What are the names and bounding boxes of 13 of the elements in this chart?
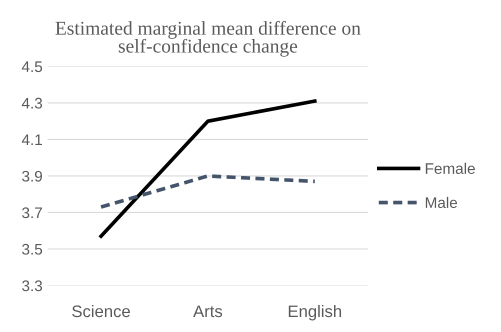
x-tick-label: English bbox=[288, 304, 342, 320]
y-tick-label: 4.1 bbox=[22, 134, 42, 145]
y-tick-label: 3.3 bbox=[22, 280, 42, 292]
x-tick-label: Arts bbox=[193, 306, 222, 318]
y-tick-label: 3.7 bbox=[22, 207, 42, 218]
y-tick-label: 4.5 bbox=[22, 61, 42, 72]
legend-label: Male bbox=[426, 196, 458, 208]
y-tick-label: 3.9 bbox=[22, 170, 42, 182]
chart-title: Estimated marginal mean difference on self-confidence change bbox=[55, 20, 361, 57]
legend-label: Female bbox=[426, 162, 475, 174]
y-tick-label: 4.3 bbox=[22, 98, 42, 109]
x-tick-label: Science bbox=[72, 304, 130, 318]
y-tick-label: 3.5 bbox=[22, 244, 42, 255]
